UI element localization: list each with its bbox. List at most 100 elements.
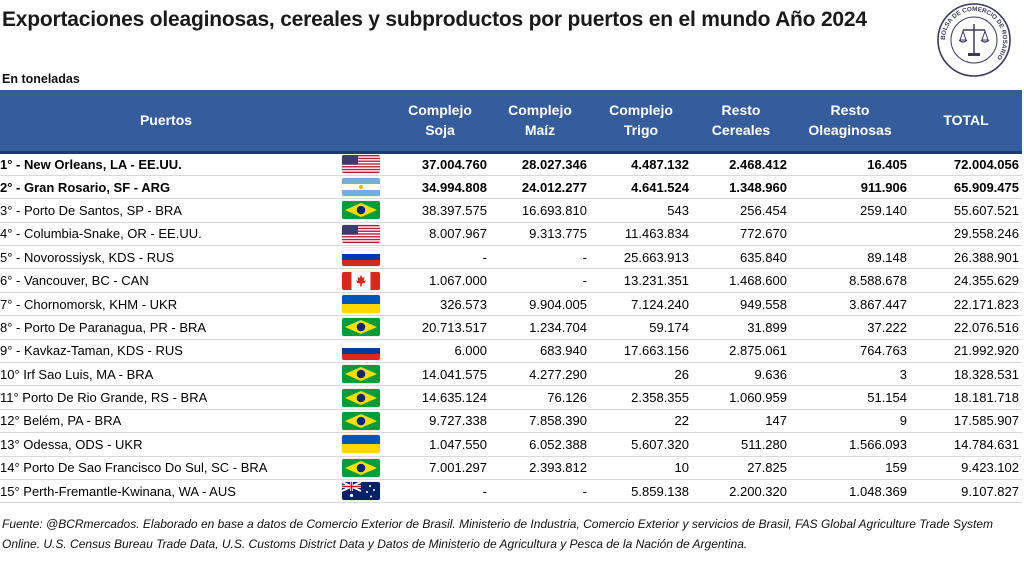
- cell-soja: 8.007.967: [390, 222, 490, 247]
- seal-logo-icon: BOLSA DE COMERCIO DE ROSARIO: [937, 3, 1011, 77]
- cell-trigo: 543: [590, 198, 692, 223]
- cell-soja: 9.727.338: [390, 409, 490, 434]
- cell-soja: 14.635.124: [390, 385, 490, 410]
- cell-total: 9.107.827: [910, 479, 1022, 504]
- cell-oleaginosas: [790, 222, 910, 247]
- cell-maiz: 6.052.388: [490, 432, 590, 457]
- brazil-flag-icon: [342, 458, 380, 477]
- port-name: 9° - Kavkaz-Taman, KDS - RUS: [0, 339, 332, 364]
- cell-maiz: 28.027.346: [490, 152, 590, 176]
- cell-total: 26.388.901: [910, 245, 1022, 270]
- port-name: 14° Porto De Sao Francisco Do Sul, SC - …: [0, 456, 332, 480]
- cell-soja: 14.041.575: [390, 362, 490, 387]
- column-header: TOTAL: [910, 90, 1022, 154]
- cell-maiz: 76.126: [490, 385, 590, 410]
- brazil-flag-icon: [342, 411, 380, 430]
- brazil-flag-icon: [342, 201, 380, 220]
- cell-oleaginosas: 159: [790, 456, 910, 480]
- cell-maiz: 4.277.290: [490, 362, 590, 387]
- table-body: 1° - New Orleans, LA - EE.UU. 37.004.760 2…: [0, 152, 1022, 504]
- cell-total: 65.909.475: [910, 175, 1022, 200]
- cell-trigo: 59.174: [590, 315, 692, 340]
- cell-trigo: 7.124.240: [590, 292, 692, 317]
- cell-soja: 38.397.575: [390, 198, 490, 223]
- cell-maiz: 7.858.390: [490, 409, 590, 434]
- cell-trigo: 5.607.320: [590, 432, 692, 457]
- column-header: Puertos: [0, 90, 332, 154]
- cell-cereales: 2.875.061: [692, 339, 790, 364]
- cell-oleaginosas: 3.867.447: [790, 292, 910, 317]
- cell-cereales: 772.670: [692, 222, 790, 247]
- argentina-flag-icon: [342, 178, 380, 197]
- cell-maiz: -: [490, 268, 590, 293]
- cell-total: 29.558.246: [910, 222, 1022, 247]
- cell-maiz: -: [490, 479, 590, 504]
- brazil-flag-icon: [342, 318, 380, 337]
- cell-oleaginosas: 89.148: [790, 245, 910, 270]
- cell-maiz: -: [490, 245, 590, 270]
- port-name: 13° Odessa, ODS - UKR: [0, 432, 332, 457]
- cell-total: 55.607.521: [910, 198, 1022, 223]
- australia-flag-icon: [342, 482, 380, 501]
- cell-soja: 1.047.550: [390, 432, 490, 457]
- cell-oleaginosas: 9: [790, 409, 910, 434]
- cell-trigo: 5.859.138: [590, 479, 692, 504]
- port-name: 6° - Vancouver, BC - CAN: [0, 268, 332, 293]
- cell-cereales: 2.468.412: [692, 152, 790, 176]
- port-name: 1° - New Orleans, LA - EE.UU.: [0, 152, 332, 176]
- cell-cereales: 147: [692, 409, 790, 434]
- port-name: 11° Porto De Rio Grande, RS - BRA: [0, 385, 332, 410]
- table-row: 15° Perth-Fremantle-Kwinana, WA - AUS - -5…: [0, 479, 1022, 504]
- port-name: 2° - Gran Rosario, SF - ARG: [0, 175, 332, 200]
- cell-maiz: 1.234.704: [490, 315, 590, 340]
- column-header: Complejo Trigo: [590, 90, 692, 154]
- cell-soja: 326.573: [390, 292, 490, 317]
- cell-total: 21.992.920: [910, 339, 1022, 364]
- cell-trigo: 22: [590, 409, 692, 434]
- cell-oleaginosas: 51.154: [790, 385, 910, 410]
- cell-soja: 7.001.297: [390, 456, 490, 480]
- cell-cereales: 1.468.600: [692, 268, 790, 293]
- cell-cereales: 949.558: [692, 292, 790, 317]
- table-row: 14° Porto De Sao Francisco Do Sul, SC - …: [0, 456, 1022, 480]
- table-row: 6° - Vancouver, BC - CAN 1.067.000-13.231…: [0, 268, 1022, 293]
- cell-soja: -: [390, 245, 490, 270]
- cell-trigo: 25.663.913: [590, 245, 692, 270]
- ukraine-flag-icon: [342, 295, 380, 314]
- russia-flag-icon: [342, 341, 380, 360]
- cell-trigo: 4.487.132: [590, 152, 692, 176]
- cell-total: 22.171.823: [910, 292, 1022, 317]
- cell-maiz: 683.940: [490, 339, 590, 364]
- page-title: Exportaciones oleaginosas, cereales y su…: [2, 8, 867, 31]
- cell-cereales: 31.899: [692, 315, 790, 340]
- cell-cereales: 9.636: [692, 362, 790, 387]
- exports-table: Puertos Complejo Soja Complejo Maíz Complejo T…: [0, 90, 1022, 504]
- port-name: 4° - Columbia-Snake, OR - EE.UU.: [0, 222, 332, 247]
- cell-total: 22.076.516: [910, 315, 1022, 340]
- cell-oleaginosas: 37.222: [790, 315, 910, 340]
- cell-total: 24.355.629: [910, 268, 1022, 293]
- cell-total: 72.004.056: [910, 152, 1022, 176]
- table-row: 10° Irf Sao Luis, MA - BRA 14.041.575 4.27…: [0, 362, 1022, 387]
- cell-cereales: 511.280: [692, 432, 790, 457]
- cell-total: 17.585.907: [910, 409, 1022, 434]
- ukraine-flag-icon: [342, 435, 380, 454]
- cell-soja: 6.000: [390, 339, 490, 364]
- source-note: Fuente: @BCRmercados. Elaborado en base …: [2, 517, 994, 551]
- cell-oleaginosas: 259.140: [790, 198, 910, 223]
- cell-oleaginosas: 1.566.093: [790, 432, 910, 457]
- canada-flag-icon: [342, 271, 380, 290]
- cell-soja: 37.004.760: [390, 152, 490, 176]
- cell-maiz: 9.313.775: [490, 222, 590, 247]
- russia-flag-icon: [342, 248, 380, 267]
- brazil-flag-icon: [342, 388, 380, 407]
- table-row: 13° Odessa, ODS - UKR 1.047.550 6.052.388 5…: [0, 432, 1022, 457]
- cell-total: 9.423.102: [910, 456, 1022, 480]
- cell-oleaginosas: 16.405: [790, 152, 910, 176]
- table-row: 5° - Novorossiysk, KDS - RUS - -25.663.913…: [0, 245, 1022, 270]
- cell-cereales: 27.825: [692, 456, 790, 480]
- usa-flag-icon: [342, 224, 380, 243]
- table-row: 4° - Columbia-Snake, OR - EE.UU. 8.007.96…: [0, 222, 1022, 247]
- cell-total: 14.784.631: [910, 432, 1022, 457]
- table-row: 3° - Porto De Santos, SP - BRA 38.397.575…: [0, 198, 1022, 223]
